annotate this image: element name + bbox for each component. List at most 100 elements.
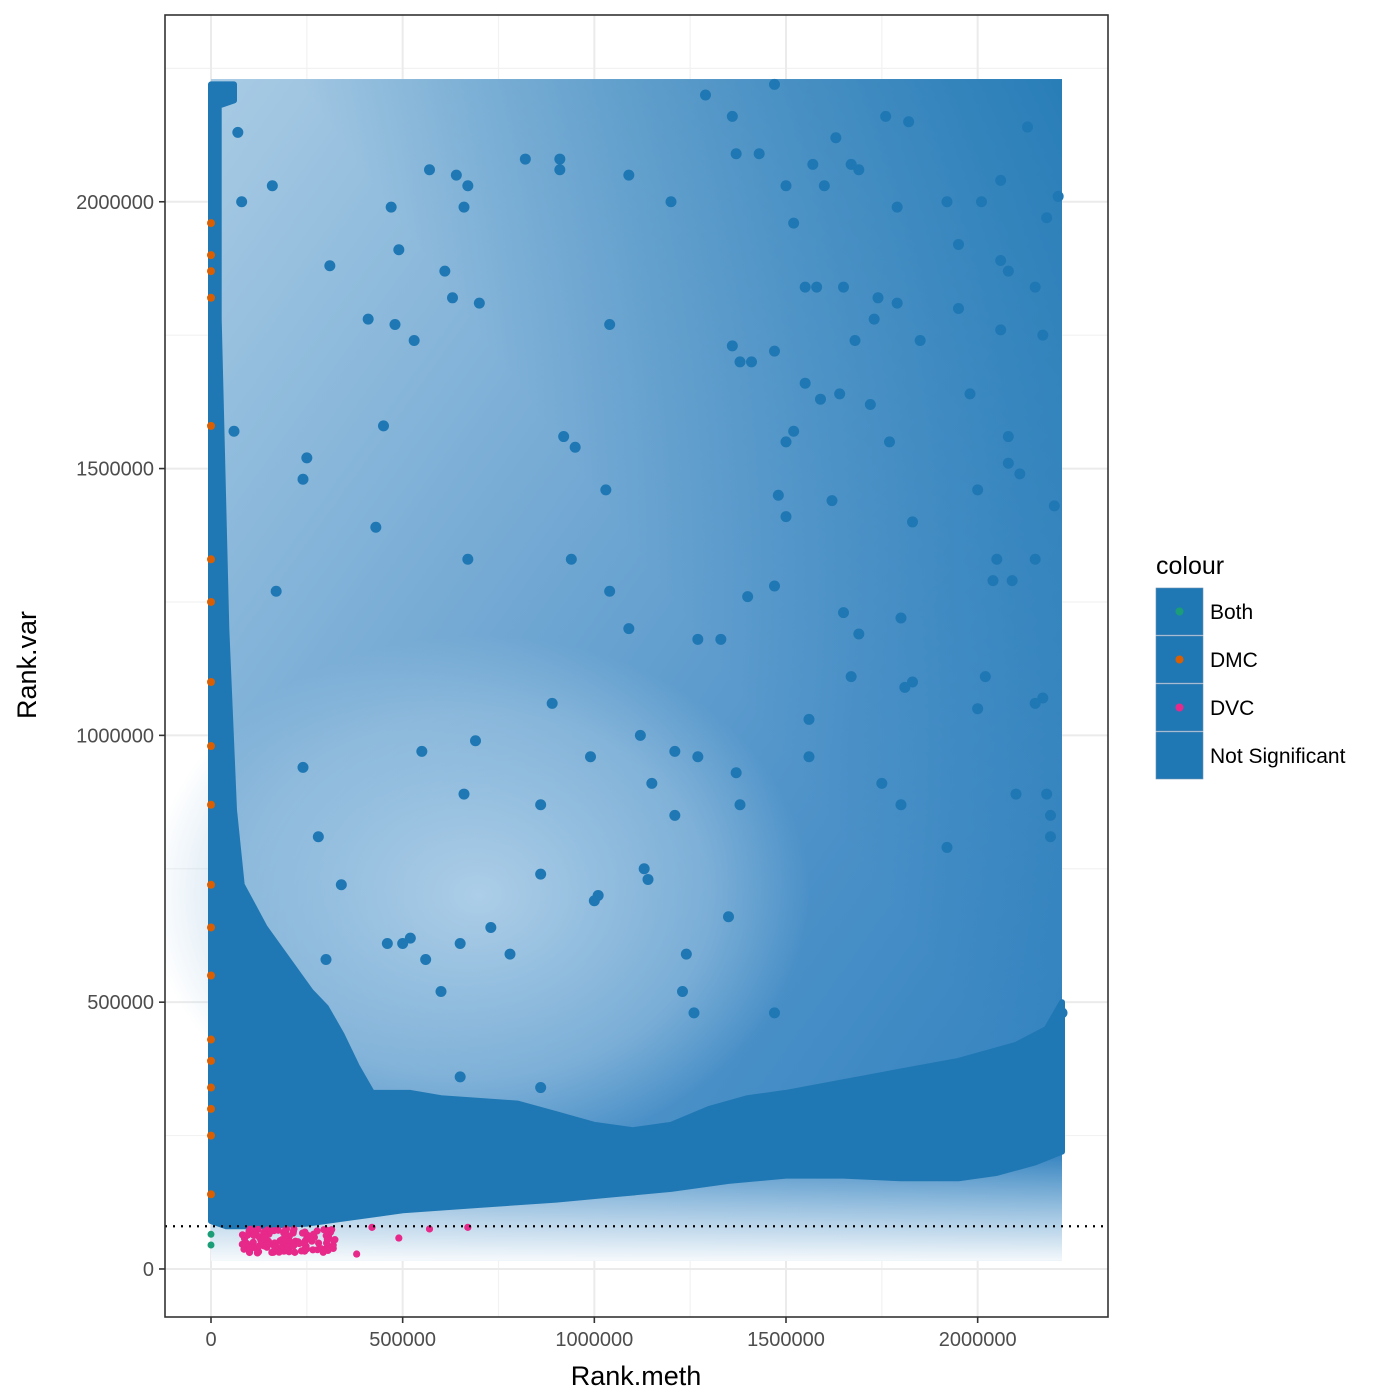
- point-not-significant: [236, 196, 248, 208]
- point-dvc: [274, 1226, 282, 1234]
- point-not-significant: [872, 292, 884, 304]
- point-not-significant: [585, 751, 596, 763]
- point-dmc: [207, 421, 215, 430]
- point-dmc: [207, 1104, 215, 1113]
- point-both: [207, 1241, 215, 1249]
- point-not-significant: [838, 281, 849, 293]
- point-dmc: [207, 742, 215, 751]
- point-not-significant: [554, 164, 566, 176]
- point-not-significant: [864, 399, 876, 411]
- point-not-significant: [623, 623, 635, 635]
- point-not-significant: [769, 1007, 780, 1019]
- point-not-significant: [964, 388, 976, 400]
- point-not-significant: [772, 489, 784, 501]
- point-not-significant: [907, 676, 918, 688]
- point-dmc: [207, 1190, 215, 1199]
- point-not-significant: [780, 436, 792, 448]
- point-not-significant: [891, 297, 903, 309]
- point-not-significant: [907, 516, 918, 528]
- point-not-significant: [769, 345, 780, 357]
- point-not-significant: [642, 873, 654, 885]
- point-not-significant: [838, 607, 849, 619]
- point-not-significant: [1006, 575, 1018, 587]
- panel-border: [164, 14, 1109, 1318]
- point-not-significant: [853, 628, 865, 640]
- point-not-significant: [228, 425, 240, 437]
- point-not-significant: [1037, 329, 1049, 341]
- point-not-significant: [680, 948, 692, 960]
- point-not-significant: [769, 580, 780, 592]
- legend: colour Both DMC DVC Not Significant: [1155, 552, 1346, 780]
- point-not-significant: [646, 777, 658, 789]
- point-both: [207, 1230, 215, 1238]
- point-dvc: [243, 1231, 252, 1239]
- point-not-significant: [447, 292, 458, 304]
- point-layer: [207, 78, 1068, 1258]
- point-dmc: [207, 597, 215, 606]
- point-dvc: [246, 1244, 254, 1252]
- point-not-significant: [876, 777, 888, 789]
- point-not-significant: [535, 868, 547, 880]
- point-not-significant: [485, 921, 497, 933]
- point-not-significant: [677, 986, 688, 997]
- point-not-significant: [914, 335, 926, 346]
- point-not-significant: [604, 585, 616, 597]
- point-not-significant: [834, 388, 846, 400]
- point-not-significant: [811, 281, 823, 293]
- point-dvc: [260, 1234, 268, 1242]
- point-not-significant: [669, 745, 681, 757]
- point-not-significant: [995, 254, 1007, 266]
- point-dvc: [282, 1225, 291, 1233]
- legend-key-point: [1175, 703, 1184, 712]
- point-cloud-not-significant: [208, 81, 1065, 1230]
- point-not-significant: [638, 863, 650, 875]
- y-tick-label: 0: [143, 1259, 154, 1281]
- y-tick-label: 500000: [87, 992, 154, 1014]
- point-not-significant: [891, 201, 903, 213]
- point-not-significant: [830, 132, 842, 144]
- point-not-significant: [769, 78, 780, 90]
- point-dvc: [314, 1239, 323, 1247]
- point-not-significant: [232, 126, 244, 138]
- point-not-significant: [424, 164, 435, 176]
- x-tick-label: 1000000: [555, 1329, 633, 1351]
- point-not-significant: [335, 879, 347, 891]
- point-dvc: [330, 1237, 338, 1245]
- point-not-significant: [473, 297, 485, 309]
- point-not-significant: [558, 431, 570, 443]
- point-dvc: [250, 1231, 258, 1240]
- point-not-significant: [818, 180, 830, 192]
- point-not-significant: [435, 986, 447, 997]
- point-not-significant: [416, 745, 428, 757]
- point-not-significant: [730, 767, 742, 779]
- point-not-significant: [742, 591, 754, 603]
- point-not-significant: [880, 110, 892, 122]
- point-not-significant: [1002, 431, 1014, 443]
- point-not-significant: [1010, 788, 1022, 800]
- point-dvc: [290, 1225, 298, 1233]
- point-not-significant: [987, 575, 999, 587]
- point-not-significant: [312, 831, 324, 843]
- legend-label: Both: [1210, 601, 1253, 624]
- point-not-significant: [270, 585, 282, 597]
- point-not-significant: [868, 313, 880, 325]
- point-not-significant: [700, 89, 711, 101]
- point-dmc: [207, 555, 215, 564]
- legend-key-bg: [1155, 587, 1204, 636]
- legend-key-bg: [1155, 731, 1204, 780]
- legend-label: DVC: [1210, 697, 1254, 720]
- point-not-significant: [688, 1007, 700, 1019]
- y-tick-label: 1000000: [76, 725, 154, 747]
- point-not-significant: [734, 356, 746, 368]
- point-dvc: [395, 1234, 403, 1242]
- point-not-significant: [807, 158, 819, 170]
- point-not-significant: [799, 377, 811, 389]
- point-dvc: [267, 1227, 275, 1235]
- point-not-significant: [1048, 500, 1060, 512]
- point-not-significant: [669, 809, 681, 821]
- point-not-significant: [1052, 1034, 1064, 1046]
- point-not-significant: [1002, 457, 1014, 469]
- point-not-significant: [788, 425, 800, 437]
- point-not-significant: [569, 441, 581, 453]
- point-not-significant: [895, 799, 907, 811]
